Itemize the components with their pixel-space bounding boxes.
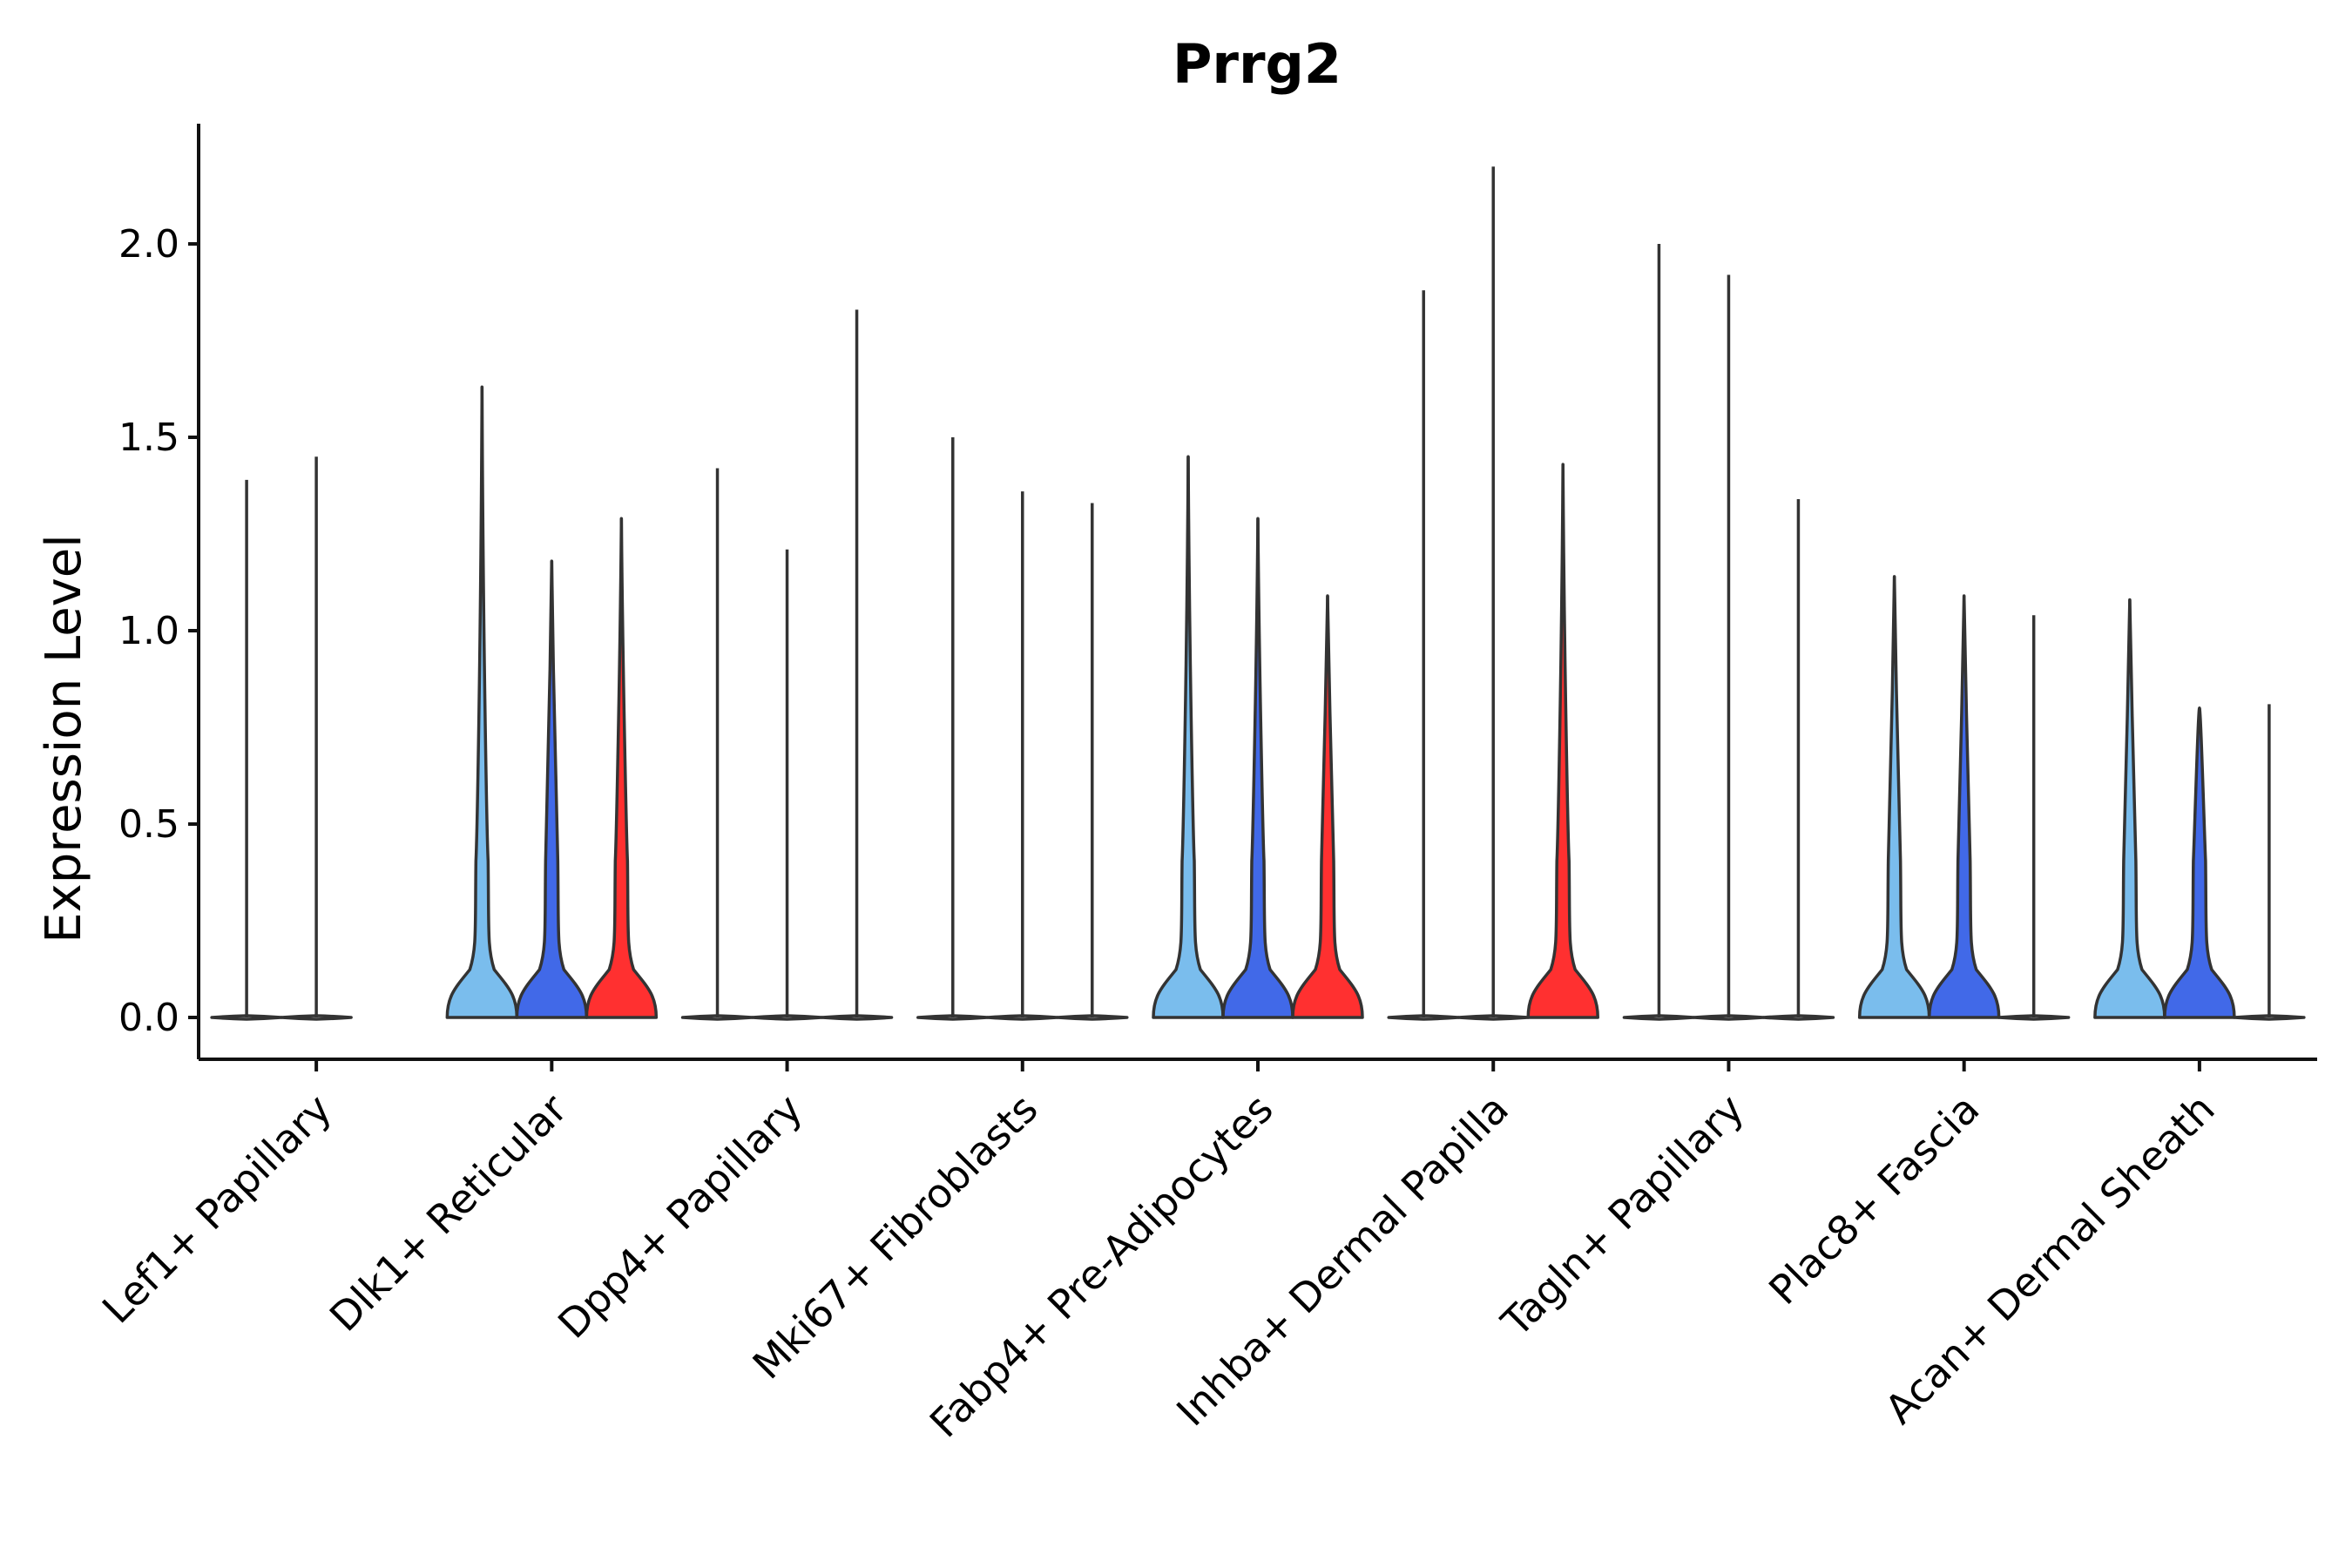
violin-group-3: [1056, 1014, 1129, 1021]
violin-group-1: [2093, 598, 2166, 1019]
violin-group-2: [1927, 594, 2001, 1019]
violin-group-3: [2233, 1014, 2306, 1021]
y-tick-label: 1.5: [118, 416, 179, 460]
violin-group-3: [1761, 1014, 1835, 1021]
violin-group-3: [1526, 463, 1599, 1019]
violin-group-3: [1997, 1014, 2071, 1021]
y-tick-label: 2.0: [118, 222, 179, 267]
x-tick-label: Tagln+ Papillary: [1492, 1085, 1754, 1347]
x-tick-label: Dpp4+ Papillary: [549, 1085, 811, 1348]
violin-group-3: [585, 517, 659, 1019]
y-tick-label: 0.0: [118, 996, 179, 1040]
violin-group-1: [445, 385, 519, 1019]
violin-group-2: [1221, 517, 1294, 1019]
y-tick-label: 0.5: [118, 802, 179, 847]
x-tick-label: Plac8+ Fascia: [1760, 1085, 1988, 1314]
violin-group-2: [280, 1014, 353, 1021]
violin-group-2: [2163, 706, 2236, 1019]
violin-group-1: [1857, 575, 1931, 1019]
violin-group-3: [1291, 594, 1364, 1019]
chart-title: Prrg2: [1173, 32, 1342, 96]
y-tick-label: 1.0: [118, 609, 179, 653]
violin-group-2: [515, 559, 589, 1019]
violin-group-1: [1152, 455, 1225, 1019]
y-axis-label: Expression Level: [36, 534, 92, 943]
violin-group-3: [820, 1014, 894, 1021]
x-tick-label: Dlk1+ Reticular: [321, 1085, 576, 1341]
x-tick-label: Lef1+ Papillary: [93, 1085, 341, 1333]
